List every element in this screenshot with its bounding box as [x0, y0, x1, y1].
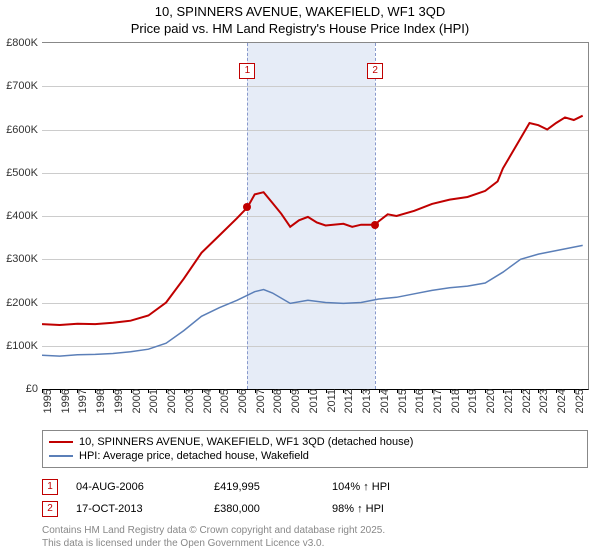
x-axis-label: 2015: [393, 389, 409, 413]
transaction-date: 17-OCT-2013: [76, 503, 196, 515]
sale-marker-box: 1: [239, 63, 255, 79]
y-axis-label: £700K: [6, 80, 42, 92]
chart-plot-area: £0£100K£200K£300K£400K£500K£600K£700K£80…: [42, 42, 589, 390]
x-axis-label: 2001: [144, 389, 160, 413]
sale-marker-box: 2: [367, 63, 383, 79]
transaction-price: £380,000: [214, 503, 314, 515]
y-axis-label: £200K: [6, 297, 42, 309]
title-line1: 10, SPINNERS AVENUE, WAKEFIELD, WF1 3QD: [0, 4, 600, 21]
legend-swatch: [49, 441, 73, 443]
x-axis-label: 2013: [357, 389, 373, 413]
x-axis-label: 2019: [463, 389, 479, 413]
hpi-line: [42, 245, 583, 356]
y-axis-label: £800K: [6, 37, 42, 49]
y-axis-label: £500K: [6, 167, 42, 179]
y-axis-label: £100K: [6, 340, 42, 352]
x-axis-label: 2020: [481, 389, 497, 413]
title-line2: Price paid vs. HM Land Registry's House …: [0, 21, 600, 38]
line-series-svg: [42, 43, 588, 389]
chart-title: 10, SPINNERS AVENUE, WAKEFIELD, WF1 3QD …: [0, 0, 600, 38]
x-axis-label: 2000: [127, 389, 143, 413]
property-line: [42, 116, 583, 325]
footer-line2: This data is licensed under the Open Gov…: [42, 537, 385, 550]
legend-row: HPI: Average price, detached house, Wake…: [49, 449, 581, 463]
transaction-pct: 98% ↑ HPI: [332, 503, 432, 515]
x-axis-label: 2016: [410, 389, 426, 413]
x-axis-label: 2012: [339, 389, 355, 413]
sale-point-dot: [371, 221, 379, 229]
transaction-marker: 1: [42, 479, 58, 495]
x-axis-label: 2023: [534, 389, 550, 413]
x-axis-label: 1999: [109, 389, 125, 413]
sale-point-dot: [243, 203, 251, 211]
x-axis-label: 2021: [499, 389, 515, 413]
footer-line1: Contains HM Land Registry data © Crown c…: [42, 524, 385, 537]
x-axis-label: 2003: [180, 389, 196, 413]
x-axis-label: 2005: [215, 389, 231, 413]
x-axis-label: 2004: [198, 389, 214, 413]
x-axis-label: 1998: [91, 389, 107, 413]
x-axis-label: 2014: [375, 389, 391, 413]
x-axis-label: 2022: [517, 389, 533, 413]
x-axis-label: 2017: [428, 389, 444, 413]
x-axis-label: 1995: [38, 389, 54, 413]
x-axis-label: 2007: [251, 389, 267, 413]
transaction-pct: 104% ↑ HPI: [332, 481, 432, 493]
transaction-row: 1 04-AUG-2006 £419,995 104% ↑ HPI: [42, 476, 588, 498]
x-axis-label: 1997: [73, 389, 89, 413]
y-axis-label: £400K: [6, 210, 42, 222]
transaction-rows: 1 04-AUG-2006 £419,995 104% ↑ HPI 2 17-OCT-20…: [42, 476, 588, 520]
y-axis-label: £600K: [6, 124, 42, 136]
x-axis-label: 2018: [446, 389, 462, 413]
x-axis-label: 2002: [162, 389, 178, 413]
x-axis-label: 2024: [552, 389, 568, 413]
x-axis-label: 2006: [233, 389, 249, 413]
x-axis-label: 2010: [304, 389, 320, 413]
x-axis-label: 2025: [570, 389, 586, 413]
footer-attribution: Contains HM Land Registry data © Crown c…: [42, 524, 385, 550]
transaction-price: £419,995: [214, 481, 314, 493]
legend-row: 10, SPINNERS AVENUE, WAKEFIELD, WF1 3QD …: [49, 435, 581, 449]
legend-box: 10, SPINNERS AVENUE, WAKEFIELD, WF1 3QD …: [42, 430, 588, 468]
x-axis-label: 2009: [286, 389, 302, 413]
x-axis-label: 2008: [268, 389, 284, 413]
legend-swatch: [49, 455, 73, 457]
x-axis-label: 2011: [322, 389, 338, 413]
transaction-row: 2 17-OCT-2013 £380,000 98% ↑ HPI: [42, 498, 588, 520]
legend-label: 10, SPINNERS AVENUE, WAKEFIELD, WF1 3QD …: [79, 436, 413, 448]
legend-label: HPI: Average price, detached house, Wake…: [79, 450, 309, 462]
x-axis-label: 1996: [56, 389, 72, 413]
transaction-marker: 2: [42, 501, 58, 517]
transaction-date: 04-AUG-2006: [76, 481, 196, 493]
y-axis-label: £300K: [6, 253, 42, 265]
